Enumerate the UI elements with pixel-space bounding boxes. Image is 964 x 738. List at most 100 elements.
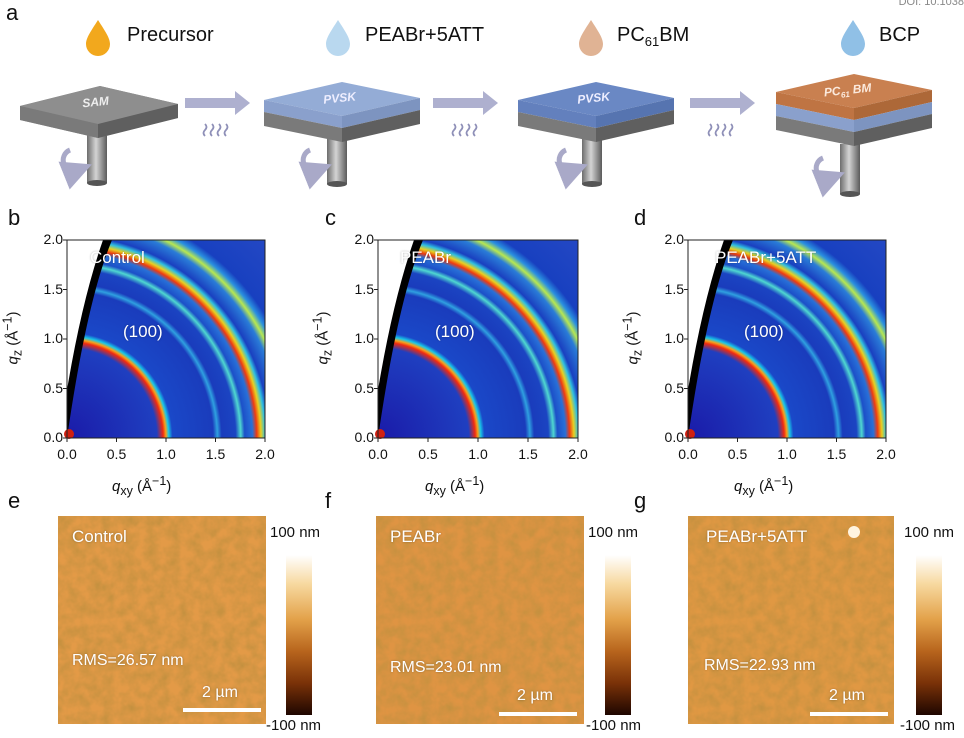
giwaxs-peak-peabr: (100) xyxy=(435,322,475,341)
anneal-waves-1 xyxy=(202,123,229,137)
svg-text:PVSK: PVSK xyxy=(577,89,612,106)
substrate-sam: SAM xyxy=(20,86,178,186)
afm-label-peabr: PEABr xyxy=(390,527,442,546)
afm-scalebar-peabr xyxy=(499,712,577,716)
substrate-pcbm: PC61 BM xyxy=(776,74,932,197)
x-tick-label-b: 1.0 xyxy=(156,446,176,462)
afm-scale-text-peabr: 2 µm xyxy=(517,687,553,704)
svg-text:PVSK: PVSK xyxy=(323,89,358,106)
peabr-drop-icon xyxy=(326,20,350,56)
panel-label-g: g xyxy=(634,488,647,513)
giwaxs-patterns xyxy=(63,239,887,442)
giwaxs-peak-peabr-5att: (100) xyxy=(744,322,784,341)
x-tick-label-b: 1.5 xyxy=(205,446,226,462)
precursor-drop-icon xyxy=(86,20,110,56)
afm-rms-peabr: RMS=23.01 nm xyxy=(390,659,502,676)
x-tick-label-d: 0.5 xyxy=(727,446,748,462)
y-axis-title-b: qz (Å−1) xyxy=(0,311,25,365)
giwaxs-plot-peabr-5att xyxy=(685,239,887,439)
afm-scalebar-peabr-5att xyxy=(810,712,888,716)
spin-arrow-3 xyxy=(554,147,588,190)
bcp-drop-icon xyxy=(841,20,865,56)
colorbar-top-e: 100 nm xyxy=(270,524,321,541)
giwaxs-label-control: Control xyxy=(90,248,145,267)
spin-arrow-4 xyxy=(811,155,845,198)
y-tick-label-d: 1.0 xyxy=(664,330,684,346)
process-arrow-2 xyxy=(433,91,498,115)
afm-rms-control: RMS=26.57 nm xyxy=(72,652,184,669)
y-tick-label-c: 2.0 xyxy=(354,231,374,247)
panel-label-c: c xyxy=(325,205,336,230)
x-tick-label-c: 1.5 xyxy=(518,446,538,462)
y-tick-label-b: 1.5 xyxy=(43,280,63,297)
colorbar-g xyxy=(916,555,942,715)
afm-label-peabr-5att: PEABr+5ATT xyxy=(706,527,808,546)
y-tick-label-c: 0.0 xyxy=(354,429,374,445)
panel-label-b: b xyxy=(8,205,21,230)
afm-image-peabr-5att xyxy=(688,516,894,724)
x-tick-label-b: 0.5 xyxy=(106,446,127,462)
panel-label-f: f xyxy=(325,488,332,513)
x-tick-label-b: 0.0 xyxy=(57,446,77,462)
process-arrow-3 xyxy=(690,91,755,115)
y-tick-label-b: 0.0 xyxy=(43,429,63,445)
x-tick-label-c: 1.0 xyxy=(468,446,488,462)
afm-image-peabr xyxy=(376,516,584,724)
x-axis-title-c: qxy (Å−1) xyxy=(425,474,485,498)
colorbar-bottom-e: -100 nm xyxy=(266,717,322,734)
y-axis-title-c: qz (Å−1) xyxy=(310,311,335,365)
panel-label-e: e xyxy=(8,488,21,513)
step-label-pcbm: PC61BM xyxy=(617,24,690,49)
giwaxs-peak-control: (100) xyxy=(123,322,163,341)
y-tick-label-c: 1.0 xyxy=(354,330,374,346)
panel-label-d: d xyxy=(634,205,647,230)
x-tick-label-d: 2.0 xyxy=(876,446,896,462)
colorbar-bottom-g: -100 nm xyxy=(900,717,956,734)
afm-rms-peabr-5att: RMS=22.93 nm xyxy=(704,657,816,674)
afm-scale-text-control: 2 µm xyxy=(202,684,238,701)
y-axis-title-d: qz (Å−1) xyxy=(620,311,645,365)
x-tick-label-d: 1.0 xyxy=(777,446,797,462)
x-tick-label-d: 1.5 xyxy=(826,446,847,462)
colorbar-f xyxy=(605,555,631,715)
y-tick-label-d: 2.0 xyxy=(664,231,684,247)
afm-label-control: Control xyxy=(72,527,127,546)
giwaxs-plot-peabr xyxy=(375,239,579,439)
afm-scale-text-peabr-5att: 2 µm xyxy=(829,687,865,704)
x-tick-label-c: 0.5 xyxy=(418,446,438,462)
giwaxs-label-peabr: PEABr xyxy=(400,248,452,267)
y-tick-label-c: 0.5 xyxy=(354,379,374,396)
substrate-pvsk-2: PVSK xyxy=(518,82,674,187)
y-tick-label-b: 0.5 xyxy=(43,379,63,396)
step-label-precursor: Precursor xyxy=(127,24,214,46)
y-tick-label-c: 1.5 xyxy=(354,280,374,297)
giwaxs-label-peabr-5att: PEABr+5ATT xyxy=(715,248,817,267)
y-tick-label-d: 0.0 xyxy=(664,429,684,445)
x-tick-label-d: 0.0 xyxy=(678,446,698,462)
x-tick-label-c: 2.0 xyxy=(568,446,588,462)
colorbar-bottom-f: -100 nm xyxy=(586,717,642,734)
spin-arrow-1 xyxy=(58,147,92,190)
svg-text:SAM: SAM xyxy=(82,94,111,111)
afm-image-control xyxy=(58,516,266,724)
doi-text: DOI: 10.1038 xyxy=(898,0,964,8)
colorbar-e xyxy=(286,555,312,715)
x-tick-label-c: 0.0 xyxy=(368,446,388,462)
y-tick-label-d: 1.5 xyxy=(664,280,684,297)
substrate-pvsk-1: PVSK xyxy=(264,82,420,187)
panel-label-a: a xyxy=(6,0,19,25)
giwaxs-plot-control xyxy=(64,239,266,439)
y-tick-label-b: 2.0 xyxy=(43,231,63,247)
spin-arrow-2 xyxy=(298,147,332,190)
x-axis-title-b: qxy (Å−1) xyxy=(112,474,172,498)
pcbm-drop-icon xyxy=(579,20,603,56)
x-tick-label-b: 2.0 xyxy=(255,446,275,462)
process-arrow-1 xyxy=(185,91,250,115)
colorbar-top-g: 100 nm xyxy=(904,524,955,541)
y-tick-label-d: 0.5 xyxy=(664,379,684,396)
fabrication-schematic: SAM PVSK PVSK xyxy=(20,20,932,198)
step-label-peabr-5att: PEABr+5ATT xyxy=(365,24,485,46)
colorbar-top-f: 100 nm xyxy=(588,524,639,541)
anneal-waves-2 xyxy=(451,123,478,137)
afm-scalebar-control xyxy=(183,708,261,712)
